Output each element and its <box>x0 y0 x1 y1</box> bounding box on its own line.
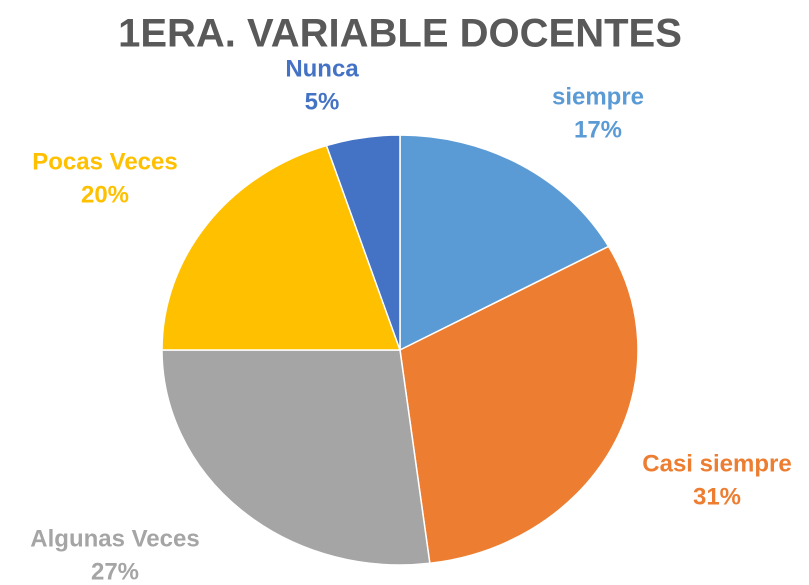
pie-slice <box>399 245 639 565</box>
slice-value-label: 17% <box>574 116 622 143</box>
slice-value-label: 5% <box>305 88 340 115</box>
slice-category-label: Pocas Veces <box>32 148 177 175</box>
pie-slice <box>161 144 402 351</box>
slice-value-label: 27% <box>91 558 139 585</box>
slice-category-label: Algunas Veces <box>30 525 199 552</box>
pie-slice <box>399 134 610 352</box>
pie-slice <box>161 349 431 566</box>
slice-value-label: 31% <box>693 483 741 510</box>
slice-category-label: Nunca <box>285 55 359 82</box>
chart-title: 1ERA. VARIABLE DOCENTES <box>118 12 682 56</box>
slice-value-label: 20% <box>81 181 129 208</box>
slice-category-label: Casi siempre <box>642 450 791 477</box>
pie-slice <box>325 134 401 351</box>
slice-category-label: siempre <box>552 83 644 110</box>
